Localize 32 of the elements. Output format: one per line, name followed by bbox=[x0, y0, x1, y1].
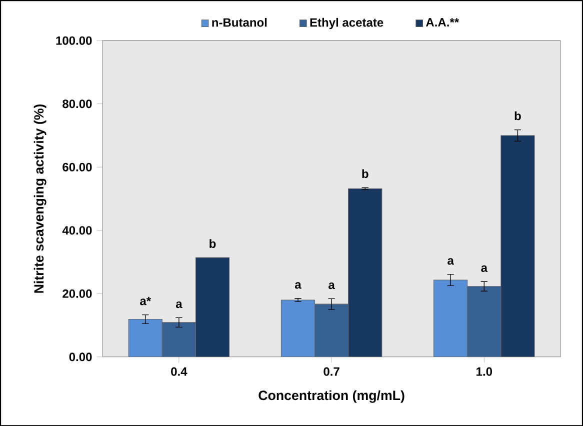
bar bbox=[314, 304, 349, 357]
legend-label: Ethyl acetate bbox=[310, 18, 384, 30]
y-tick-label: 40.00 bbox=[62, 226, 92, 235]
y-tick-label: 0.00 bbox=[69, 352, 92, 362]
bar bbox=[434, 280, 468, 357]
bar bbox=[128, 318, 162, 357]
annotation: a bbox=[481, 265, 488, 272]
bar bbox=[467, 286, 502, 357]
annotation: b bbox=[514, 111, 521, 120]
y-tick-label: 100.00 bbox=[56, 36, 92, 45]
bar bbox=[348, 188, 382, 357]
y-tick-label: 60.00 bbox=[62, 162, 92, 172]
y-axis-title: Nitrite scavenging activity (%) bbox=[34, 104, 46, 293]
legend-label: A.A.** bbox=[426, 18, 460, 26]
bar bbox=[500, 135, 535, 357]
legend-label: n-Butanol bbox=[212, 18, 267, 27]
annotation: a* bbox=[140, 296, 152, 306]
x-axis-title: Concentration (mg/mL) bbox=[258, 390, 404, 403]
y-tick-label: 20.00 bbox=[62, 289, 92, 298]
annotation: a bbox=[328, 282, 335, 290]
annotation: a bbox=[448, 258, 454, 265]
annotation: b bbox=[362, 169, 368, 178]
annotation: a bbox=[294, 282, 302, 289]
x-tick-label: 0.7 bbox=[324, 367, 340, 376]
x-tick-label: 0.4 bbox=[171, 367, 188, 376]
annotation: a bbox=[176, 301, 182, 308]
bar bbox=[162, 322, 196, 357]
bar bbox=[280, 300, 316, 357]
bar bbox=[195, 257, 230, 357]
x-tick-label: 1.0 bbox=[476, 367, 492, 376]
annotation: b bbox=[210, 239, 216, 248]
y-tick-label: 80.00 bbox=[62, 100, 92, 108]
